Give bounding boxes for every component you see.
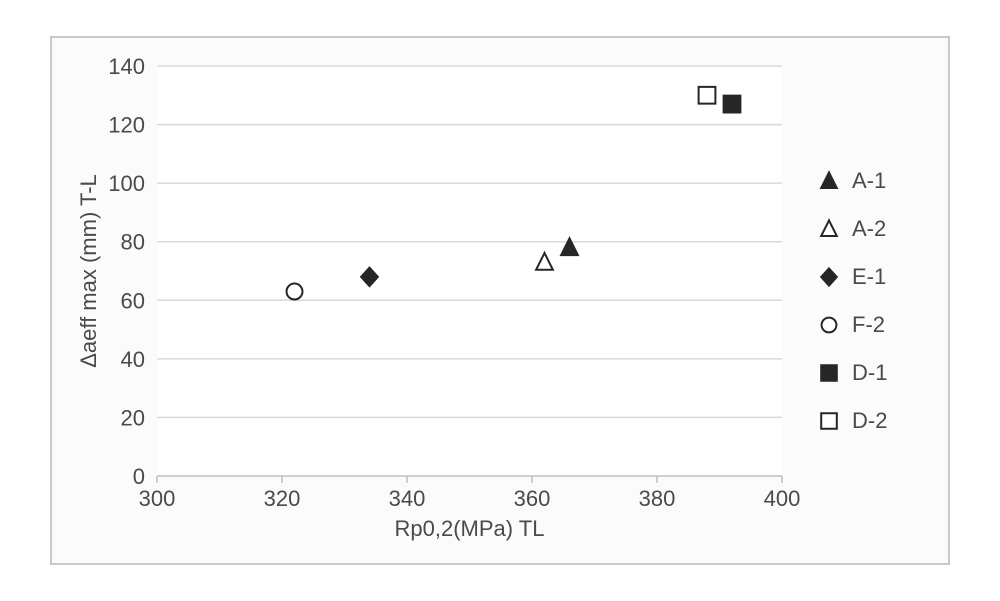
data-point — [287, 284, 303, 300]
y-tick-label: 100 — [108, 171, 145, 196]
x-tick-label: 360 — [514, 486, 551, 511]
legend-item: F-2 — [818, 312, 948, 338]
figure-outer: 300 320 340 360 380 400 0 20 40 60 80 100 120 140 Rp0,… — [0, 0, 1000, 601]
diamond-marker-icon — [818, 266, 840, 288]
circle-marker-icon — [818, 314, 840, 336]
y-tick-label: 40 — [121, 347, 145, 372]
legend-item: A-2 — [818, 216, 948, 242]
triangle-marker-icon — [818, 218, 840, 240]
square-marker-icon — [818, 410, 840, 432]
legend-label: E-1 — [852, 264, 886, 290]
y-tick-label: 140 — [108, 56, 145, 79]
y-tick-label: 0 — [133, 464, 145, 489]
legend-label: F-2 — [852, 312, 885, 338]
y-tick-label: 120 — [108, 113, 145, 138]
y-axis-title: Δaeff max (mm) T-L — [76, 174, 101, 368]
square-marker-icon — [818, 362, 840, 384]
x-tick-label: 380 — [639, 486, 676, 511]
legend: A-1 A-2 E-1 F-2 D-1 D-2 — [812, 38, 948, 563]
legend-label: D-2 — [852, 408, 887, 434]
x-tick-label: 340 — [389, 486, 426, 511]
chart-zone: 300 320 340 360 380 400 0 20 40 60 80 100 120 140 Rp0,… — [52, 38, 812, 563]
legend-item: D-1 — [818, 360, 948, 386]
legend-item: E-1 — [818, 264, 948, 290]
x-tick-label: 320 — [264, 486, 301, 511]
legend-item: D-2 — [818, 408, 948, 434]
legend-label: D-1 — [852, 360, 887, 386]
x-tick-label: 300 — [139, 486, 176, 511]
x-tick-label: 400 — [764, 486, 801, 511]
legend-item: A-1 — [818, 168, 948, 194]
legend-label: A-2 — [852, 216, 886, 242]
scatter-chart: 300 320 340 360 380 400 0 20 40 60 80 100 120 140 Rp0,… — [72, 56, 802, 546]
y-tick-label: 80 — [121, 230, 145, 255]
y-tick-label: 20 — [121, 405, 145, 430]
x-axis-title: Rp0,2(MPa) TL — [395, 516, 545, 541]
legend-label: A-1 — [852, 168, 886, 194]
plot-area — [157, 66, 782, 476]
y-tick-label: 60 — [121, 288, 145, 313]
triangle-marker-icon — [818, 170, 840, 192]
data-point — [724, 96, 741, 113]
chart-panel: 300 320 340 360 380 400 0 20 40 60 80 100 120 140 Rp0,… — [50, 36, 950, 565]
data-point — [699, 87, 716, 104]
